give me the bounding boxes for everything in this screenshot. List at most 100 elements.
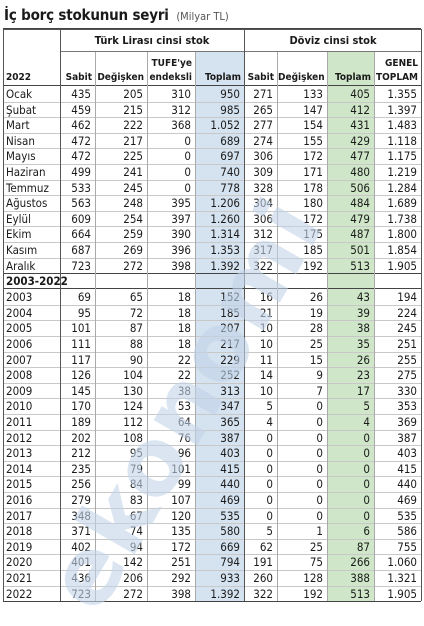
vline-groups bbox=[244, 29, 245, 602]
row-value: 0 bbox=[363, 430, 370, 445]
row-value: 88 bbox=[129, 337, 143, 351]
row-value: 0 bbox=[316, 493, 323, 507]
row-value: 459 bbox=[71, 102, 91, 117]
row-divider bbox=[3, 148, 421, 150]
row-value: 1.392 bbox=[210, 586, 240, 601]
row-value: 26 bbox=[309, 290, 323, 305]
row-value: 4 bbox=[363, 415, 370, 429]
row-value: 933 bbox=[220, 571, 240, 585]
row-value: 147 bbox=[303, 102, 323, 117]
header-fx-degisken: Değişken bbox=[278, 72, 324, 83]
row-value: 1.219 bbox=[387, 165, 417, 179]
row-divider bbox=[3, 195, 421, 197]
rule-section-bottom bbox=[3, 288, 421, 290]
row-value: 18 bbox=[177, 321, 191, 336]
row-value: 266 bbox=[350, 555, 370, 570]
row-value: 76 bbox=[177, 430, 191, 445]
row-value: 124 bbox=[123, 399, 143, 414]
row-value: 252 bbox=[220, 368, 240, 383]
row-value: 689 bbox=[220, 133, 240, 148]
row-value: 506 bbox=[350, 180, 370, 195]
row-value: 1.118 bbox=[387, 133, 417, 148]
row-value: 79 bbox=[129, 461, 143, 476]
row-value: 83 bbox=[129, 493, 143, 507]
row-value: 104 bbox=[123, 368, 143, 383]
row-value: 1.392 bbox=[210, 258, 240, 273]
row-label: Ocak bbox=[6, 87, 33, 101]
row-value: 38 bbox=[177, 383, 191, 398]
row-value: 580 bbox=[220, 524, 240, 539]
row-divider bbox=[3, 429, 421, 431]
row-label: Kasım bbox=[6, 243, 38, 257]
row-divider bbox=[3, 476, 421, 478]
row-value: 35 bbox=[356, 337, 370, 351]
row-value: 96 bbox=[177, 446, 191, 461]
row-value: 304 bbox=[253, 196, 273, 211]
row-label: 2011 bbox=[6, 415, 33, 429]
row-value: 251 bbox=[397, 337, 417, 351]
row-value: 26 bbox=[356, 352, 370, 367]
row-value: 387 bbox=[220, 430, 240, 445]
row-value: 950 bbox=[220, 87, 240, 101]
row-value: 477 bbox=[350, 149, 370, 164]
header-fx-sabit: Sabit bbox=[247, 72, 274, 83]
row-value: 202 bbox=[71, 430, 91, 445]
row-value: 402 bbox=[71, 539, 91, 554]
row-value: 275 bbox=[397, 368, 417, 383]
row-value: 0 bbox=[363, 493, 370, 507]
row-value: 205 bbox=[123, 87, 143, 101]
row-value: 95 bbox=[77, 305, 91, 320]
row-value: 313 bbox=[220, 383, 240, 398]
row-value: 535 bbox=[397, 508, 417, 523]
row-value: 65 bbox=[129, 290, 143, 305]
row-divider bbox=[3, 538, 421, 540]
row-value: 309 bbox=[253, 165, 273, 179]
row-divider bbox=[3, 336, 421, 337]
row-label: Mayıs bbox=[6, 149, 36, 164]
row-value: 664 bbox=[71, 227, 91, 242]
row-value: 194 bbox=[397, 290, 417, 305]
row-value: 415 bbox=[220, 461, 240, 476]
row-value: 312 bbox=[253, 227, 273, 242]
row-value: 0 bbox=[266, 430, 273, 445]
row-value: 120 bbox=[171, 508, 191, 523]
row-value: 0 bbox=[266, 508, 273, 523]
row-value: 254 bbox=[123, 211, 143, 226]
row-value: 251 bbox=[171, 555, 191, 570]
row-value: 533 bbox=[71, 180, 91, 195]
row-value: 22 bbox=[177, 368, 191, 383]
row-value: 101 bbox=[71, 321, 91, 336]
row-label: 2004 bbox=[6, 305, 33, 320]
row-divider bbox=[3, 554, 421, 556]
row-value: 64 bbox=[177, 415, 191, 429]
row-value: 207 bbox=[220, 321, 240, 336]
row-value: 248 bbox=[123, 196, 143, 211]
row-divider bbox=[3, 320, 421, 322]
row-value: 0 bbox=[316, 508, 323, 523]
row-value: 185 bbox=[220, 305, 240, 320]
row-value: 1.052 bbox=[210, 118, 240, 133]
row-value: 535 bbox=[220, 508, 240, 523]
row-value: 108 bbox=[123, 430, 143, 445]
row-value: 192 bbox=[303, 258, 323, 273]
row-value: 440 bbox=[220, 477, 240, 492]
row-value: 0 bbox=[184, 165, 191, 179]
row-value: 353 bbox=[397, 399, 417, 414]
row-divider bbox=[3, 101, 421, 103]
row-value: 412 bbox=[350, 102, 370, 117]
row-value: 0 bbox=[363, 508, 370, 523]
row-label: 2009 bbox=[6, 383, 33, 398]
row-value: 126 bbox=[71, 368, 91, 383]
row-value: 14 bbox=[259, 368, 273, 383]
row-value: 43 bbox=[356, 290, 370, 305]
row-label: 2021 bbox=[6, 571, 33, 585]
row-value: 235 bbox=[71, 461, 91, 476]
row-value: 11 bbox=[259, 352, 273, 367]
row-divider bbox=[3, 242, 421, 243]
row-value: 265 bbox=[253, 102, 273, 117]
row-value: 130 bbox=[123, 383, 143, 398]
row-value: 0 bbox=[266, 477, 273, 492]
row-label: 2019 bbox=[6, 539, 33, 554]
row-value: 74 bbox=[129, 524, 143, 539]
row-value: 1.905 bbox=[387, 258, 417, 273]
